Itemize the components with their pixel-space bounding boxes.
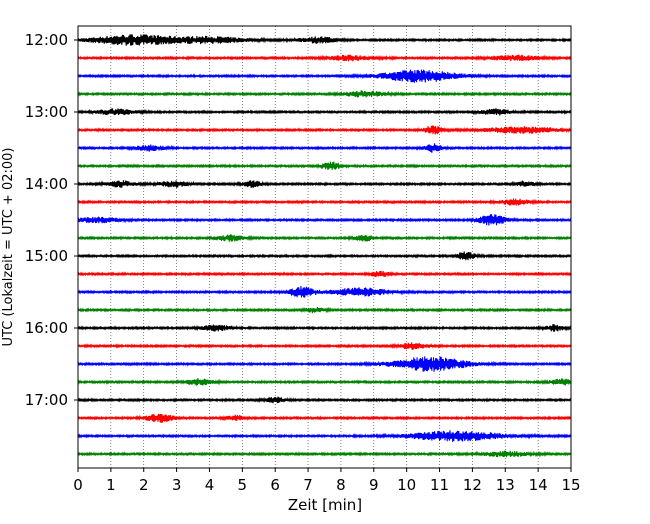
trace-line xyxy=(77,90,572,98)
x-axis-label: Zeit [min] xyxy=(288,496,362,514)
y-axis: 12:00 13:00 14:00 15:00 16:00 17:00 xyxy=(25,31,78,409)
x-tick-label: 7 xyxy=(303,476,313,494)
trace-line xyxy=(77,161,572,170)
trace-line xyxy=(77,180,572,188)
x-tick-label: 11 xyxy=(430,476,449,494)
plot-frame xyxy=(77,25,572,469)
trace-line xyxy=(77,214,572,226)
x-tick-label: 9 xyxy=(369,476,379,494)
x-tick-label: 10 xyxy=(397,476,416,494)
x-tick-label: 5 xyxy=(238,476,248,494)
trace-line xyxy=(77,413,572,423)
x-tick-label: 1 xyxy=(106,476,116,494)
trace-line xyxy=(77,54,572,62)
trace-line xyxy=(77,108,572,116)
trace-line xyxy=(77,251,572,261)
trace-line xyxy=(77,378,572,386)
x-tick-label: 6 xyxy=(270,476,280,494)
y-axis-label: UTC (Lokalzeit = UTC + 02:00) xyxy=(1,148,16,347)
y-tick-label: 13:00 xyxy=(25,103,68,121)
x-tick-label: 8 xyxy=(336,476,346,494)
x-tick-label: 13 xyxy=(496,476,515,494)
trace-line xyxy=(77,125,572,135)
trace-line xyxy=(77,430,572,442)
y-tick-label: 15:00 xyxy=(25,247,68,265)
x-tick-label: 14 xyxy=(529,476,548,494)
trace-line xyxy=(77,450,572,458)
x-tick-label: 3 xyxy=(172,476,182,494)
x-axis: 0 1 2 3 4 5 6 7 8 9 10 11 12 13 14 15 xyxy=(73,468,581,494)
trace-line xyxy=(77,342,572,350)
y-tick-label: 17:00 xyxy=(25,391,68,409)
x-tick-label: 0 xyxy=(73,476,83,494)
trace-line xyxy=(77,306,572,314)
trace-line xyxy=(77,198,572,206)
y-tick-label: 14:00 xyxy=(25,175,68,193)
trace-line xyxy=(77,286,572,298)
trace-line xyxy=(77,324,572,332)
trace-line xyxy=(77,143,572,153)
trace-line xyxy=(77,234,572,242)
trace-line xyxy=(77,270,572,278)
trace-line xyxy=(77,69,572,83)
x-tick-label: 4 xyxy=(205,476,215,494)
trace-line xyxy=(77,396,572,404)
trace-line xyxy=(77,356,572,372)
trace-line xyxy=(77,34,572,46)
x-tick-label: 12 xyxy=(463,476,482,494)
x-tick-label: 2 xyxy=(139,476,149,494)
y-tick-label: 12:00 xyxy=(25,31,68,49)
x-tick-label: 15 xyxy=(561,476,580,494)
y-tick-label: 16:00 xyxy=(25,319,68,337)
traces xyxy=(77,34,572,458)
